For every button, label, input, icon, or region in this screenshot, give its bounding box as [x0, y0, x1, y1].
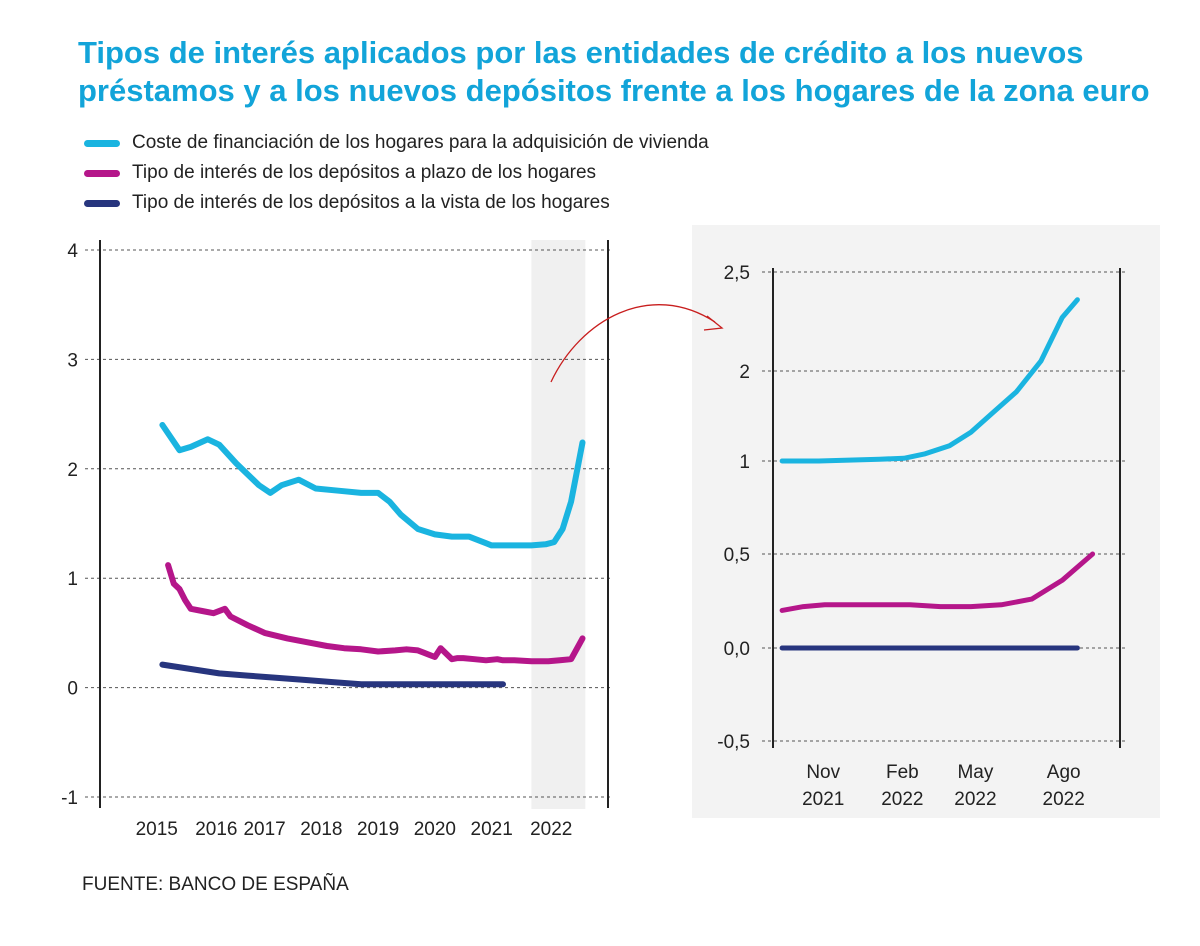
x-tick-label: 2015: [136, 819, 178, 840]
series-line-2: [779, 551, 1096, 613]
legend-item-financing-cost: Coste de financiación de los hogares par…: [84, 128, 709, 158]
y-tick-label: -1: [61, 788, 78, 809]
legend-swatch-term-deposits: [84, 169, 120, 177]
x-tick-label: 2022: [1043, 789, 1085, 810]
y-tick-label: 0,0: [724, 639, 750, 660]
source-note: FUENTE: BANCO DE ESPAÑA: [82, 874, 349, 895]
legend-item-term-deposits: Tipo de interés de los depósitos a plazo…: [84, 158, 709, 188]
highlight-2022-band: [531, 240, 586, 809]
series-line-1: [159, 422, 586, 549]
legend-swatch-sight-deposits: [84, 199, 120, 207]
y-tick-label: 2: [739, 362, 750, 383]
y-tick-label: 4: [67, 241, 78, 262]
legend-swatch-financing-cost: [84, 139, 120, 147]
x-tick-label: 2021: [471, 819, 513, 840]
x-tick-label: 2017: [243, 819, 285, 840]
x-tick-label: 2018: [300, 819, 342, 840]
x-tick-label: Feb: [886, 762, 919, 783]
inset-panel-background: [692, 225, 1160, 818]
chart-main: 4 3 2 1 0 -1 2015 2016 2017 2018 2019 2020 2021 2022: [61, 240, 612, 840]
chart-title-line-1: Tipos de interés aplicados por las entid…: [78, 35, 1084, 70]
legend-label-sight-deposits: Tipo de interés de los depósitos a la vi…: [132, 192, 610, 213]
y-tick-label: 1: [739, 452, 750, 473]
x-tick-label: Nov: [806, 762, 840, 783]
y-tick-label: 1: [67, 569, 78, 590]
chart-inset: 2,5 2 1 0,5 0,0 -0,5 Nov 2021 Feb 2022 May 2022 Ago 2…: [692, 225, 1160, 818]
y-tick-label: 0: [67, 679, 78, 700]
x-tick-label: 2021: [802, 789, 844, 810]
x-tick-label: May: [957, 762, 993, 783]
y-tick-label: 2: [67, 460, 78, 481]
y-tick-label: -0,5: [717, 732, 750, 753]
connector-arrow: [550, 304, 716, 383]
series-line-3: [159, 661, 506, 688]
series-line-2: [165, 562, 586, 665]
legend: Coste de financiación de los hogares par…: [84, 128, 709, 218]
y-tick-label: 3: [67, 350, 78, 371]
x-tick-label: 2022: [954, 789, 996, 810]
x-tick-label: 2020: [414, 819, 456, 840]
legend-label-financing-cost: Coste de financiación de los hogares par…: [132, 132, 709, 153]
x-tick-label: 2019: [357, 819, 399, 840]
x-tick-label: 2022: [881, 789, 923, 810]
x-tick-label: 2022: [530, 819, 572, 840]
y-tick-label: 0,5: [724, 545, 750, 566]
chart-title-line-2: préstamos y a los nuevos depósitos frent…: [78, 73, 1150, 108]
chart-title: Tipos de interés aplicados por las entid…: [78, 34, 1178, 110]
y-tick-label: 2,5: [724, 263, 750, 284]
legend-item-sight-deposits: Tipo de interés de los depósitos a la vi…: [84, 188, 709, 218]
legend-label-term-deposits: Tipo de interés de los depósitos a plazo…: [132, 162, 597, 183]
series-line-1: [779, 297, 1080, 464]
connector-arrowhead: [703, 315, 724, 331]
x-tick-label: Ago: [1047, 762, 1081, 783]
x-tick-label: 2016: [195, 819, 237, 840]
